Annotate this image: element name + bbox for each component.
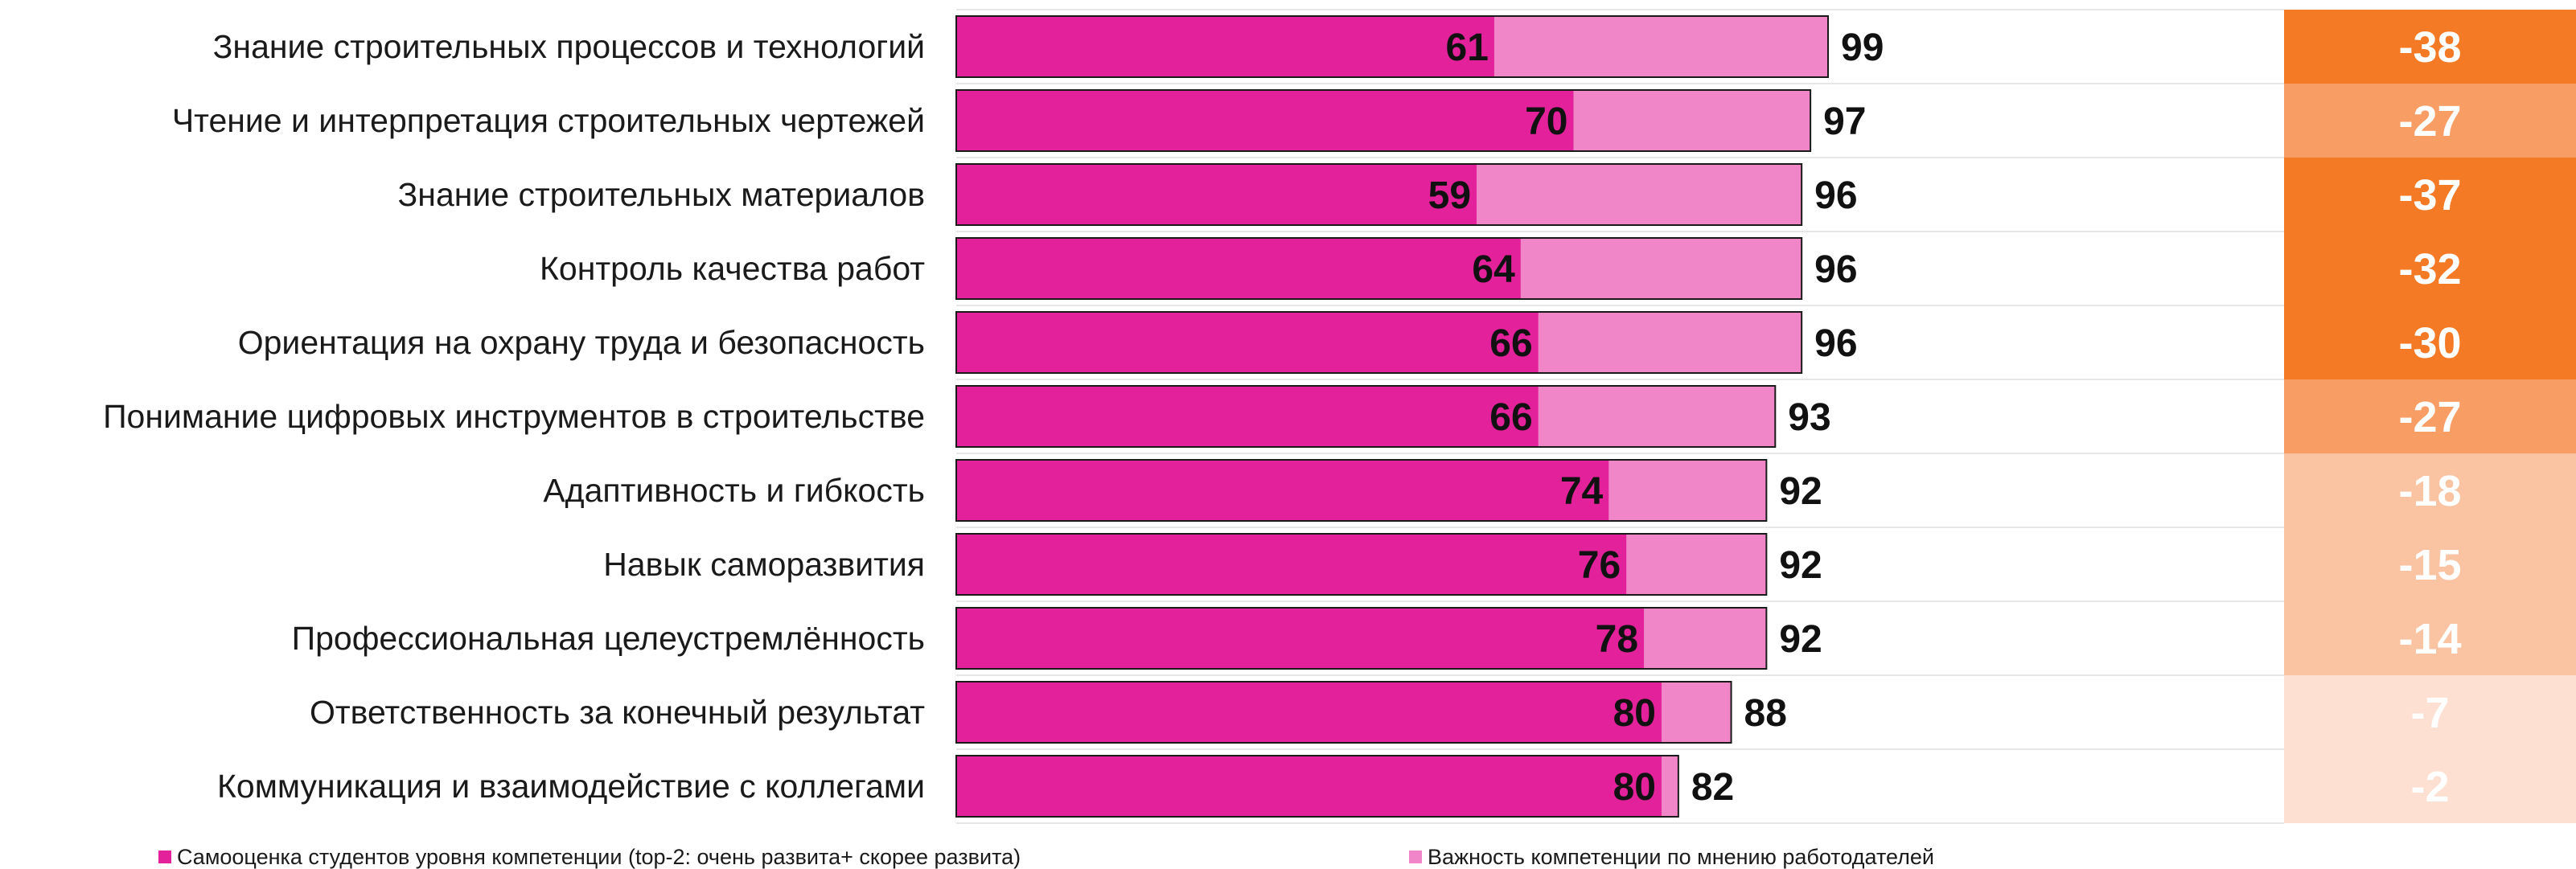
self-assessment-value: 80 [1613,692,1656,735]
category-label: Понимание цифровых инструментов в строит… [103,398,925,435]
difference-value: -18 [2398,467,2461,515]
importance-value: 96 [1814,248,1857,291]
difference-cell [2284,158,2576,232]
difference-value: -32 [2398,245,2461,293]
difference-cell [2284,453,2576,527]
difference-value: -14 [2398,615,2461,663]
category-label: Чтение и интерпретация строительных черт… [172,102,925,139]
category-label: Профессиональная целеустремлённость [292,620,925,657]
self-assessment-bar [957,387,1539,446]
self-assessment-bar [957,682,1662,742]
self-assessment-value: 61 [1446,27,1489,69]
self-assessment-bar [957,239,1521,298]
category-label: Коммуникация и взаимодействие с коллегам… [217,768,925,805]
importance-value: 96 [1814,322,1857,365]
difference-value: -38 [2398,23,2461,72]
difference-cell [2284,305,2576,379]
difference-value: -37 [2398,171,2461,219]
difference-value: -7 [2410,689,2449,737]
legend-label-self-assessment: Самооценка студентов уровня компетенции … [177,845,1021,869]
self-assessment-value: 80 [1613,766,1656,809]
importance-value: 97 [1823,100,1866,143]
difference-value: -2 [2410,763,2449,811]
category-label: Адаптивность и гибкость [543,472,925,509]
legend: Самооценка студентов уровня компетенции … [158,845,1934,869]
self-assessment-value: 64 [1472,248,1515,291]
self-assessment-bar [957,165,1477,224]
difference-cell [2284,527,2576,601]
chart-rows: Знание строительных процессов и технолог… [103,9,2576,824]
self-assessment-value: 74 [1560,470,1604,513]
category-label: Контроль качества работ [540,250,925,287]
difference-value: -30 [2398,319,2461,367]
self-assessment-value: 66 [1489,322,1532,365]
self-assessment-value: 78 [1596,618,1638,661]
importance-value: 82 [1691,766,1734,809]
difference-value: -15 [2398,541,2461,589]
self-assessment-value: 76 [1578,544,1621,587]
difference-cell [2284,675,2576,749]
self-assessment-value: 70 [1525,100,1567,143]
importance-value: 93 [1788,396,1830,439]
legend-label-employer-importance: Важность компетенции по мнению работодат… [1428,845,1934,869]
difference-cell [2284,232,2576,305]
self-assessment-bar [957,461,1609,520]
legend-swatch-self-assessment [158,851,171,863]
difference-value: -27 [2398,393,2461,441]
self-assessment-bar [957,91,1574,150]
self-assessment-bar [957,313,1539,372]
importance-value: 92 [1779,618,1822,661]
self-assessment-value: 66 [1489,396,1532,439]
difference-cell [2284,601,2576,675]
category-label: Ориентация на охрану труда и безопасност… [238,324,925,361]
self-assessment-value: 59 [1428,174,1471,217]
difference-cell [2284,749,2576,823]
difference-value: -27 [2398,97,2461,146]
self-assessment-bar [957,756,1662,816]
importance-value: 92 [1779,470,1822,513]
category-label: Знание строительных процессов и технолог… [213,28,925,65]
difference-cell [2284,379,2576,453]
category-label: Навык саморазвития [603,546,925,583]
importance-value: 92 [1779,544,1822,587]
difference-cell [2284,10,2576,84]
self-assessment-bar [957,17,1494,76]
importance-value: 99 [1841,27,1884,69]
self-assessment-bar [957,535,1627,594]
self-assessment-bar [957,609,1645,668]
legend-swatch-employer-importance [1409,851,1422,863]
importance-value: 88 [1744,692,1787,735]
importance-value: 96 [1814,174,1857,217]
difference-cell [2284,84,2576,158]
category-label: Знание строительных материалов [398,176,925,213]
category-label: Ответственность за конечный результат [310,694,925,731]
